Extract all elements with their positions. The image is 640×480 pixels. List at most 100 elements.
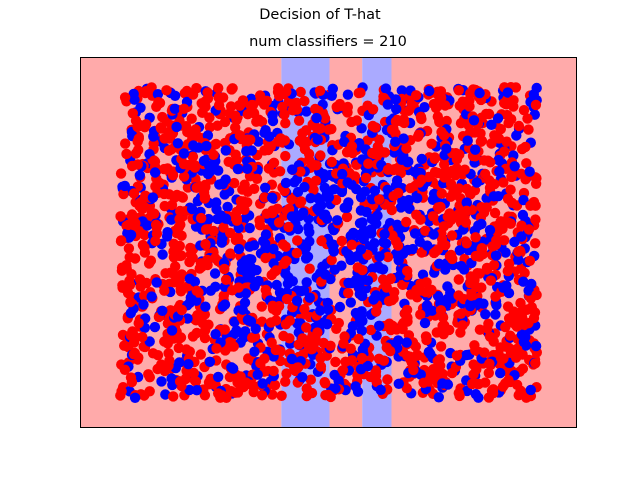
point-blue — [184, 273, 195, 284]
point-red — [503, 375, 514, 386]
point-red — [500, 321, 511, 333]
point-blue — [321, 319, 333, 330]
point-red — [312, 327, 323, 338]
point-blue — [147, 192, 159, 203]
point-red — [128, 188, 140, 199]
point-blue — [526, 278, 537, 290]
point-blue — [465, 298, 476, 309]
point-red — [489, 207, 501, 219]
point-blue — [237, 304, 248, 315]
point-blue — [393, 378, 404, 389]
point-red — [487, 241, 498, 252]
point-blue — [390, 94, 401, 105]
point-red — [259, 145, 270, 156]
point-red — [470, 232, 481, 243]
point-red — [466, 290, 477, 301]
point-blue — [245, 267, 256, 278]
point-red — [188, 367, 199, 379]
point-red — [155, 123, 167, 134]
point-blue — [249, 281, 260, 292]
point-red — [267, 303, 279, 314]
point-blue — [322, 304, 334, 315]
point-blue — [470, 389, 481, 400]
point-red — [440, 240, 451, 251]
figure-suptitle: Decision of T-hat — [259, 7, 381, 23]
point-red — [130, 148, 142, 159]
point-blue — [286, 353, 298, 365]
point-red — [284, 315, 295, 326]
point-blue — [209, 268, 221, 279]
point-red — [144, 372, 155, 383]
point-red — [530, 358, 541, 369]
point-red — [219, 324, 230, 335]
point-red — [510, 352, 522, 363]
point-blue — [267, 192, 278, 203]
point-blue — [286, 211, 298, 222]
point-blue — [328, 246, 339, 257]
point-red — [451, 163, 462, 174]
point-red — [246, 379, 257, 390]
point-red — [501, 136, 512, 147]
point-red — [421, 334, 432, 346]
point-blue — [157, 305, 168, 316]
point-blue — [355, 244, 367, 255]
point-blue — [356, 123, 367, 134]
point-blue — [474, 87, 485, 99]
point-red — [280, 118, 291, 129]
point-red — [234, 130, 246, 141]
point-red — [389, 164, 400, 175]
point-blue — [289, 177, 300, 188]
point-red — [168, 238, 179, 249]
point-red — [435, 99, 447, 110]
point-blue — [471, 177, 482, 188]
point-blue — [264, 131, 275, 142]
point-blue — [493, 154, 504, 166]
point-red — [481, 262, 493, 274]
point-red — [398, 114, 409, 125]
point-red — [484, 331, 496, 342]
point-blue — [220, 174, 231, 185]
point-blue — [402, 157, 413, 168]
point-red — [374, 194, 385, 205]
point-red — [483, 367, 494, 379]
point-red — [260, 284, 271, 296]
point-blue — [172, 138, 184, 149]
point-red — [295, 197, 306, 209]
point-blue — [342, 89, 354, 100]
point-red — [197, 318, 208, 329]
point-red — [174, 376, 186, 387]
point-blue — [257, 378, 268, 389]
point-red — [128, 337, 140, 348]
point-red — [297, 128, 308, 139]
point-blue — [169, 103, 181, 115]
point-red — [320, 390, 331, 401]
point-blue — [518, 194, 529, 206]
point-red — [346, 141, 358, 152]
point-red — [451, 350, 463, 361]
point-red — [181, 85, 193, 97]
point-red — [316, 235, 327, 247]
point-blue — [260, 229, 272, 240]
point-red — [365, 371, 376, 383]
point-red — [345, 343, 356, 354]
point-blue — [300, 253, 312, 264]
point-blue — [311, 112, 322, 124]
point-red — [118, 188, 129, 200]
point-red — [429, 153, 440, 164]
point-blue — [470, 144, 481, 155]
point-red — [471, 281, 482, 293]
point-red — [505, 218, 516, 229]
point-red — [128, 349, 139, 360]
point-red — [304, 263, 315, 274]
point-red — [481, 108, 492, 120]
point-blue — [166, 214, 177, 225]
point-blue — [362, 360, 373, 372]
point-blue — [213, 165, 224, 176]
point-blue — [240, 326, 251, 337]
point-red — [204, 379, 215, 390]
point-blue — [184, 384, 195, 396]
point-red — [401, 383, 412, 394]
point-blue — [401, 337, 412, 348]
point-blue — [201, 140, 212, 152]
point-red — [196, 212, 207, 224]
